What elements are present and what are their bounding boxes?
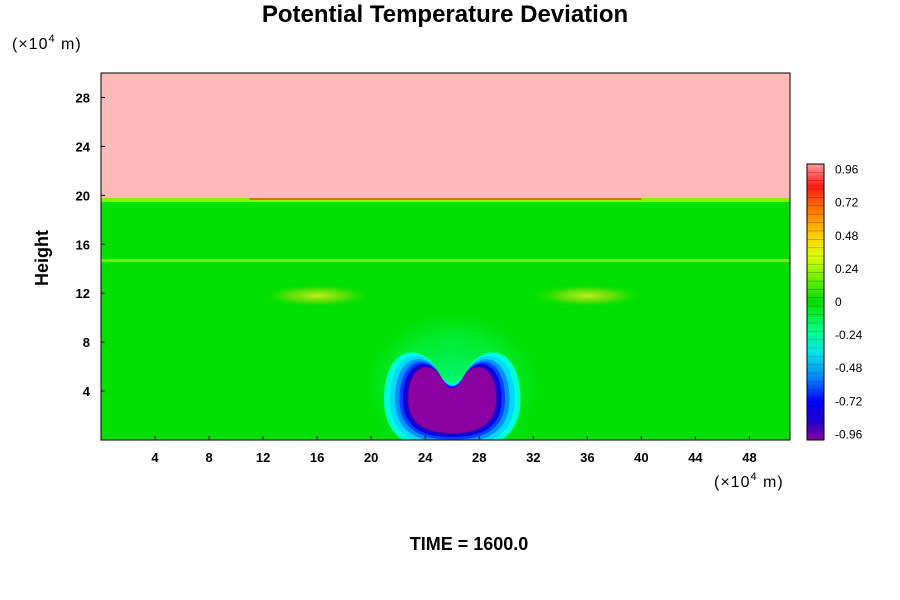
y-tick-label: 16 xyxy=(76,237,90,252)
plot-frame xyxy=(100,72,791,441)
chart-title: Potential Temperature Deviation xyxy=(262,1,628,28)
x-ticks: 4 8 12 16 20 24 28 32 36 40 44 48 xyxy=(151,436,757,465)
y-ticks: 4 8 12 16 20 24 28 xyxy=(76,90,105,399)
y-unit-exponent: 4 xyxy=(48,33,55,45)
colorbar-tick-label: -0.48 xyxy=(835,361,863,375)
colorbar-tick-label: -0.24 xyxy=(835,328,863,342)
y-tick-label: 12 xyxy=(76,286,90,301)
colorbar: 0.96 0.72 0.48 0.24 0 -0.24 -0.48 -0.72 -0.96 xyxy=(806,163,863,442)
x-tick-label: 12 xyxy=(256,450,270,465)
cold-bubble-core xyxy=(408,367,497,434)
colorbar-tick-label: 0.48 xyxy=(835,229,859,243)
x-tick-label: 32 xyxy=(526,450,540,465)
right-lobe xyxy=(529,283,646,308)
y-unit-suffix: m) xyxy=(56,36,82,53)
y-unit-prefix: (×10 xyxy=(12,36,48,53)
x-unit-prefix: (×10 xyxy=(714,474,750,491)
x-tick-label: 44 xyxy=(688,450,703,465)
x-tick-label: 40 xyxy=(634,450,648,465)
x-tick-label: 24 xyxy=(418,450,433,465)
y-tick-label: 20 xyxy=(76,188,90,203)
weak-line xyxy=(101,259,790,263)
colorbar-ticks: 0.96 0.72 0.48 0.24 0 -0.24 -0.48 -0.72 -0.96 xyxy=(835,163,863,442)
colorbar-tick-label: -0.72 xyxy=(835,394,863,408)
x-tick-label: 8 xyxy=(205,450,212,465)
colorbar-tick-label: 0.96 xyxy=(835,163,859,177)
x-unit-exponent: 4 xyxy=(750,471,757,483)
x-axis-unit: (×104 m) xyxy=(714,471,784,491)
x-tick-label: 20 xyxy=(364,450,378,465)
interface-band xyxy=(101,198,790,203)
x-unit-suffix: m) xyxy=(758,474,784,491)
colorbar-tick-label: 0.24 xyxy=(835,262,859,276)
y-axis-label: Height xyxy=(32,230,52,286)
x-tick-label: 28 xyxy=(472,450,486,465)
upper-layer xyxy=(101,73,790,200)
field-features xyxy=(101,73,790,440)
colorbar-tick-label: 0 xyxy=(835,295,842,309)
y-tick-label: 8 xyxy=(83,335,90,350)
plot-area xyxy=(101,73,790,440)
y-tick-label: 24 xyxy=(76,139,91,154)
x-tick-label: 48 xyxy=(742,450,756,465)
colorbar-tick-label: -0.96 xyxy=(835,427,863,441)
time-label: TIME = 1600.0 xyxy=(410,534,529,554)
colorbar-level-lines xyxy=(807,172,824,432)
colorbar-scale xyxy=(806,163,825,441)
y-tick-label: 4 xyxy=(83,384,91,399)
y-axis-unit: (×104 m) xyxy=(12,33,82,53)
left-lobe xyxy=(259,283,376,308)
x-tick-label: 36 xyxy=(580,450,594,465)
x-tick-label: 4 xyxy=(151,450,159,465)
x-tick-label: 16 xyxy=(310,450,324,465)
y-tick-label: 28 xyxy=(76,90,90,105)
colorbar-tick-label: 0.72 xyxy=(835,196,859,210)
